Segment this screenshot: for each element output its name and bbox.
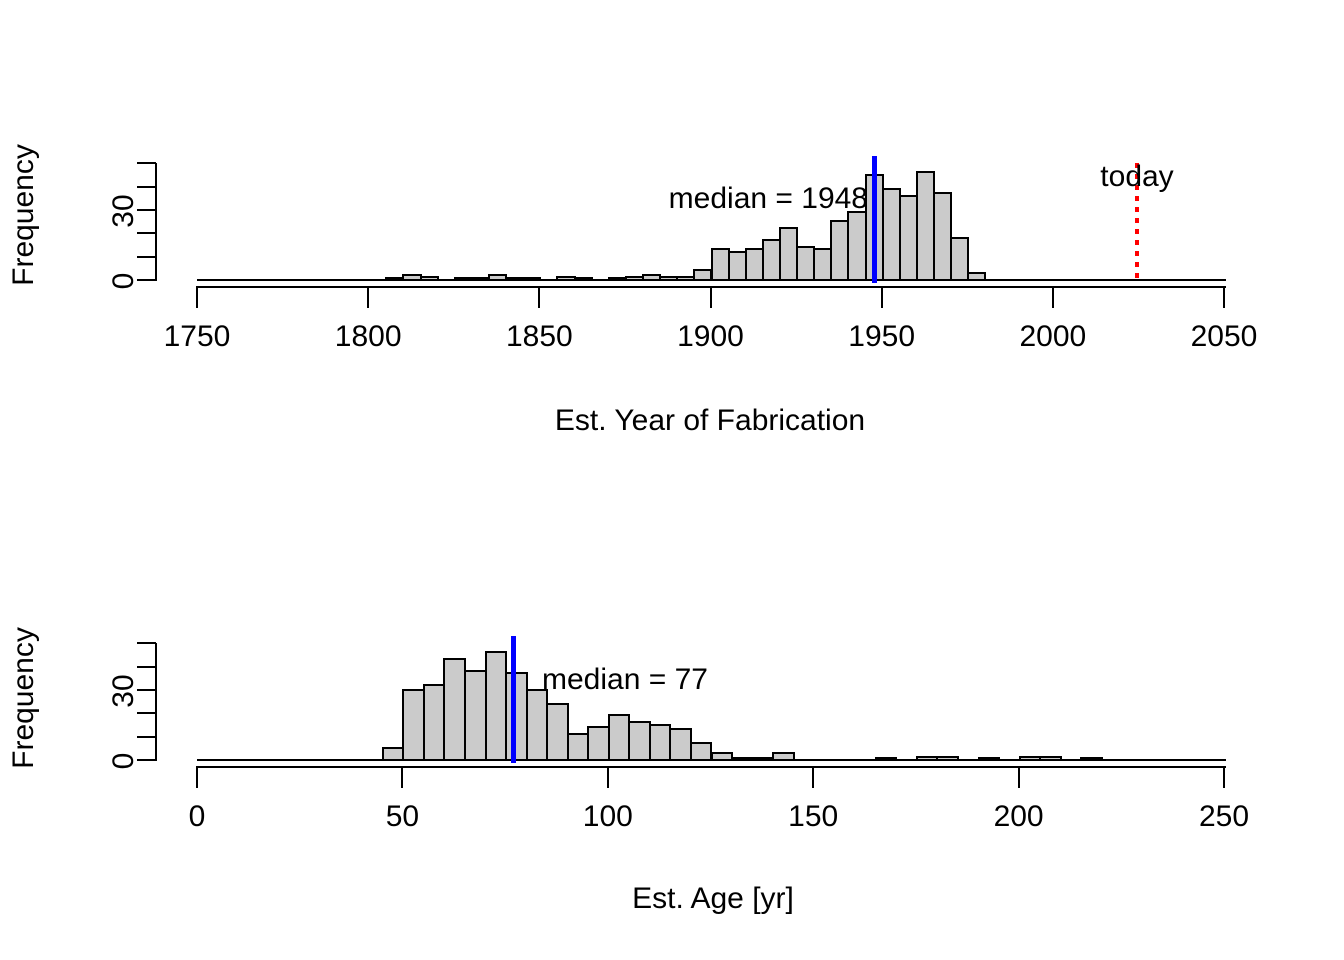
x-tick-label: 1850	[505, 320, 573, 353]
x-tick-label: 1800	[334, 320, 402, 353]
x-tick-label: 0	[188, 800, 206, 833]
x-tick	[538, 287, 541, 308]
x-tick-label: 200	[993, 800, 1044, 833]
histogram-bar	[443, 658, 466, 761]
x-tick	[401, 767, 404, 788]
bar-baseline	[197, 279, 1226, 281]
x-tick-label: 1900	[677, 320, 744, 353]
median-line	[872, 156, 878, 283]
histogram-bar	[669, 728, 692, 761]
x-tick	[1017, 767, 1020, 788]
y-axis-line	[155, 643, 157, 761]
x-tick-label: 1950	[848, 320, 916, 353]
x-tick-label: 2050	[1190, 320, 1258, 353]
y-tick	[137, 665, 156, 668]
today-line	[1134, 163, 1139, 283]
x-tick-label: 250	[1198, 800, 1250, 833]
y-tick	[137, 735, 156, 738]
y-axis-title-age: Frequency	[7, 627, 40, 769]
y-tick	[137, 712, 156, 715]
y-axis-line	[155, 163, 157, 281]
x-tick	[812, 767, 815, 788]
histogram-bar	[422, 684, 446, 761]
x-tick	[1223, 767, 1225, 788]
x-tick-label: 100	[582, 800, 633, 833]
y-tick	[137, 642, 156, 645]
histogram-bar	[566, 733, 590, 761]
y-tick	[137, 279, 156, 281]
x-tick	[196, 767, 198, 788]
median-annotation-age: median = 77	[542, 663, 708, 696]
histogram-bar	[484, 651, 508, 761]
histogram-bar	[648, 723, 672, 761]
histogram-bar	[587, 726, 610, 761]
y-tick	[137, 185, 156, 188]
histogram-bar	[402, 688, 425, 761]
histogram-bar	[525, 688, 549, 761]
median-line	[510, 636, 516, 763]
bar-baseline	[197, 759, 1226, 761]
x-tick-label: 1750	[163, 320, 231, 353]
x-tick	[1051, 287, 1054, 308]
x-axis-title-age: Est. Age [yr]	[632, 882, 794, 915]
median-annotation-year: median = 1948	[668, 182, 868, 215]
x-tick	[196, 287, 198, 308]
x-axis-line	[196, 766, 1226, 768]
y-tick	[137, 209, 156, 211]
histogram-bar	[607, 714, 631, 761]
y-tick	[137, 232, 156, 235]
histogram-bar	[546, 702, 569, 761]
histogram-bar	[505, 672, 528, 761]
x-tick	[709, 287, 712, 308]
y-tick	[137, 255, 156, 258]
x-tick-label: 50	[385, 800, 420, 833]
x-tick-label: 2000	[1019, 320, 1087, 353]
x-tick	[606, 767, 609, 788]
histogram-bar	[628, 721, 651, 761]
x-tick	[880, 287, 883, 308]
histogram-bar	[464, 670, 487, 761]
x-axis-title-year: Est. Year of Fabrication	[554, 404, 866, 437]
y-tick	[137, 689, 156, 691]
x-tick-label: 150	[788, 800, 839, 833]
x-tick	[367, 287, 370, 308]
today-annotation: today	[1100, 160, 1174, 193]
x-tick	[1223, 287, 1225, 308]
y-tick-label: 30	[107, 674, 140, 708]
y-tick	[137, 162, 156, 165]
y-tick	[137, 759, 156, 761]
